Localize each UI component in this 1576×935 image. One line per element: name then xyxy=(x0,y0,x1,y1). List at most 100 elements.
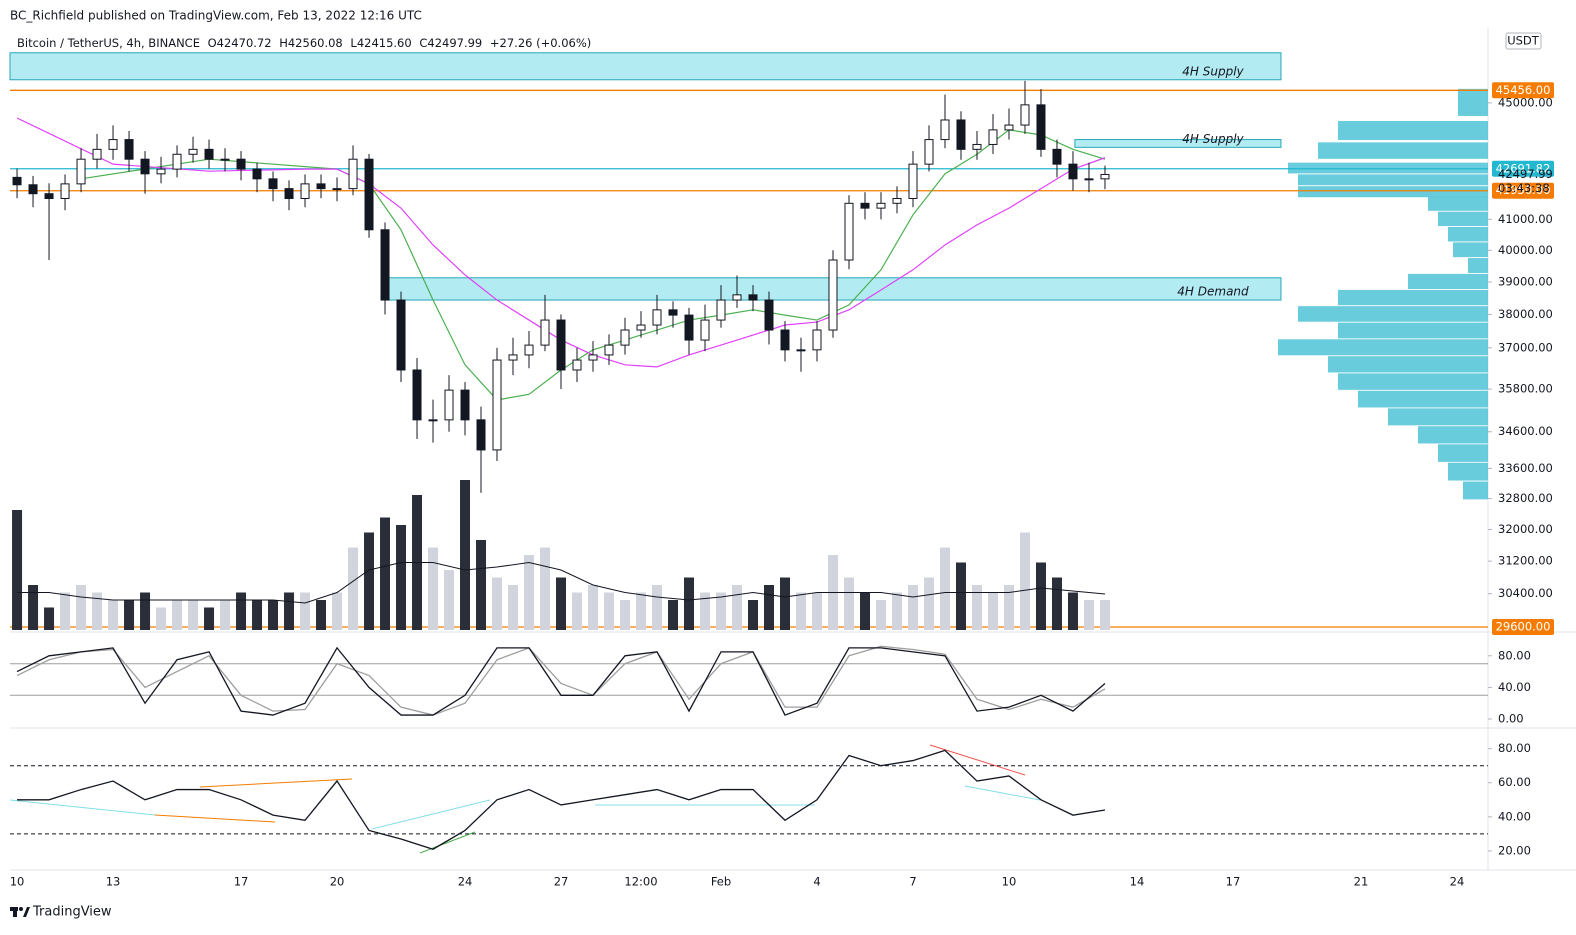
currency: USDT xyxy=(1507,34,1540,48)
candle-body xyxy=(1068,163,1078,180)
oscillator-line xyxy=(16,645,1106,716)
level-label: 45456.00 xyxy=(1496,83,1551,97)
volume-profile-row xyxy=(1338,373,1488,390)
volume-bar xyxy=(204,607,215,630)
volume-bar xyxy=(1003,585,1014,630)
x-tick-label: 7 xyxy=(909,875,916,889)
volume-bar xyxy=(987,592,998,630)
x-tick-label: 21 xyxy=(1354,875,1369,889)
candle-body xyxy=(156,168,166,175)
y-tick-label: 20.00 xyxy=(1498,843,1531,857)
candle-body xyxy=(364,158,374,231)
volume-profile-row xyxy=(1458,88,1488,116)
candle-body xyxy=(428,419,438,422)
y-tick-label: 80.00 xyxy=(1498,741,1531,755)
volume-profile-row xyxy=(1448,462,1488,481)
volume-bar xyxy=(971,585,982,630)
volume-profile-row xyxy=(1358,390,1488,408)
y-tick-label: 32000.00 xyxy=(1498,522,1553,536)
rsi-trendlines xyxy=(9,744,1041,854)
trend-line xyxy=(154,814,276,823)
volume-bar xyxy=(172,600,183,630)
volume-bar xyxy=(811,592,822,630)
x-tick-label: 20 xyxy=(330,875,345,889)
currency-box[interactable] xyxy=(1505,32,1542,50)
candle-body xyxy=(556,319,566,371)
y-tick-label: 32800.00 xyxy=(1498,491,1553,505)
candle-body xyxy=(924,139,934,165)
candle-body xyxy=(284,188,294,199)
candle-body xyxy=(1084,178,1094,181)
volume-bar xyxy=(843,577,854,630)
candle-body xyxy=(844,202,854,261)
x-tick-label: 17 xyxy=(1226,875,1241,889)
ohlc-open: O42470.72 xyxy=(208,36,272,50)
moving-average xyxy=(16,117,1106,368)
volume-bar xyxy=(124,600,135,630)
y-tick-label: 45000.00 xyxy=(1498,95,1553,109)
volume-bar xyxy=(1019,532,1030,630)
y-tick-label: 0.00 xyxy=(1498,712,1524,726)
volume-bar xyxy=(636,592,647,630)
zone-label: 4H Demand xyxy=(1177,285,1249,299)
volume-bar xyxy=(763,585,774,630)
volume-bar xyxy=(188,600,199,630)
candle-body xyxy=(444,389,454,421)
trend-line xyxy=(9,799,156,816)
y-tick-label: 34600.00 xyxy=(1498,424,1553,438)
candle-body xyxy=(124,139,134,160)
volume-bar xyxy=(652,585,663,630)
trend-line xyxy=(419,831,476,854)
volume-bar xyxy=(380,517,391,630)
volume-bar xyxy=(1083,600,1094,630)
candle-body xyxy=(28,184,38,195)
volume-bar xyxy=(859,592,870,630)
trend-line xyxy=(371,799,491,830)
y-tick-label: 80.00 xyxy=(1498,648,1531,662)
candle-body xyxy=(92,148,102,160)
zone-label: 4H Supply xyxy=(1182,64,1244,78)
volume-profile-row xyxy=(1453,242,1488,258)
candle-body xyxy=(236,158,246,170)
candle-body xyxy=(764,299,774,331)
level-label: 29600.00 xyxy=(1496,620,1551,634)
volume-bar xyxy=(44,607,55,630)
candle-body xyxy=(652,309,662,326)
candle-body xyxy=(668,309,678,316)
candle-body xyxy=(76,158,86,185)
candle-body xyxy=(460,389,470,421)
candle-body xyxy=(684,314,694,341)
volume-bar xyxy=(891,592,902,630)
volume-bar xyxy=(444,570,455,630)
volume-bar xyxy=(604,592,615,630)
volume-bar xyxy=(588,585,599,630)
y-tick-label: 30400.00 xyxy=(1498,586,1553,600)
footer-brand: TradingView xyxy=(32,905,112,920)
volume-profile-row xyxy=(1298,174,1488,186)
volume-bar xyxy=(684,577,695,630)
x-tick-label: 24 xyxy=(1450,875,1465,889)
volume-profile-row xyxy=(1298,306,1488,322)
candle-body xyxy=(876,202,886,209)
candle-body xyxy=(860,202,870,209)
y-tick-label: 35800.00 xyxy=(1498,382,1553,396)
candle-body xyxy=(220,158,230,161)
ohlc-high: H42560.08 xyxy=(279,36,343,50)
candle-body xyxy=(60,183,70,199)
volume-bar xyxy=(1067,592,1078,630)
volume-bar xyxy=(428,547,439,630)
publisher: BC_Richfield published on TradingView.co… xyxy=(10,9,422,23)
candle-body xyxy=(892,197,902,204)
zone xyxy=(9,52,1282,81)
level-label-box xyxy=(1492,82,1554,99)
x-tick-label: Feb xyxy=(711,875,731,889)
footer-logo xyxy=(10,907,30,917)
candle-body xyxy=(796,349,806,352)
volume-bar xyxy=(875,600,886,630)
volume-bar xyxy=(268,600,279,630)
trend-line xyxy=(199,778,353,788)
candle-body xyxy=(300,183,310,199)
volume-bar xyxy=(140,592,151,630)
